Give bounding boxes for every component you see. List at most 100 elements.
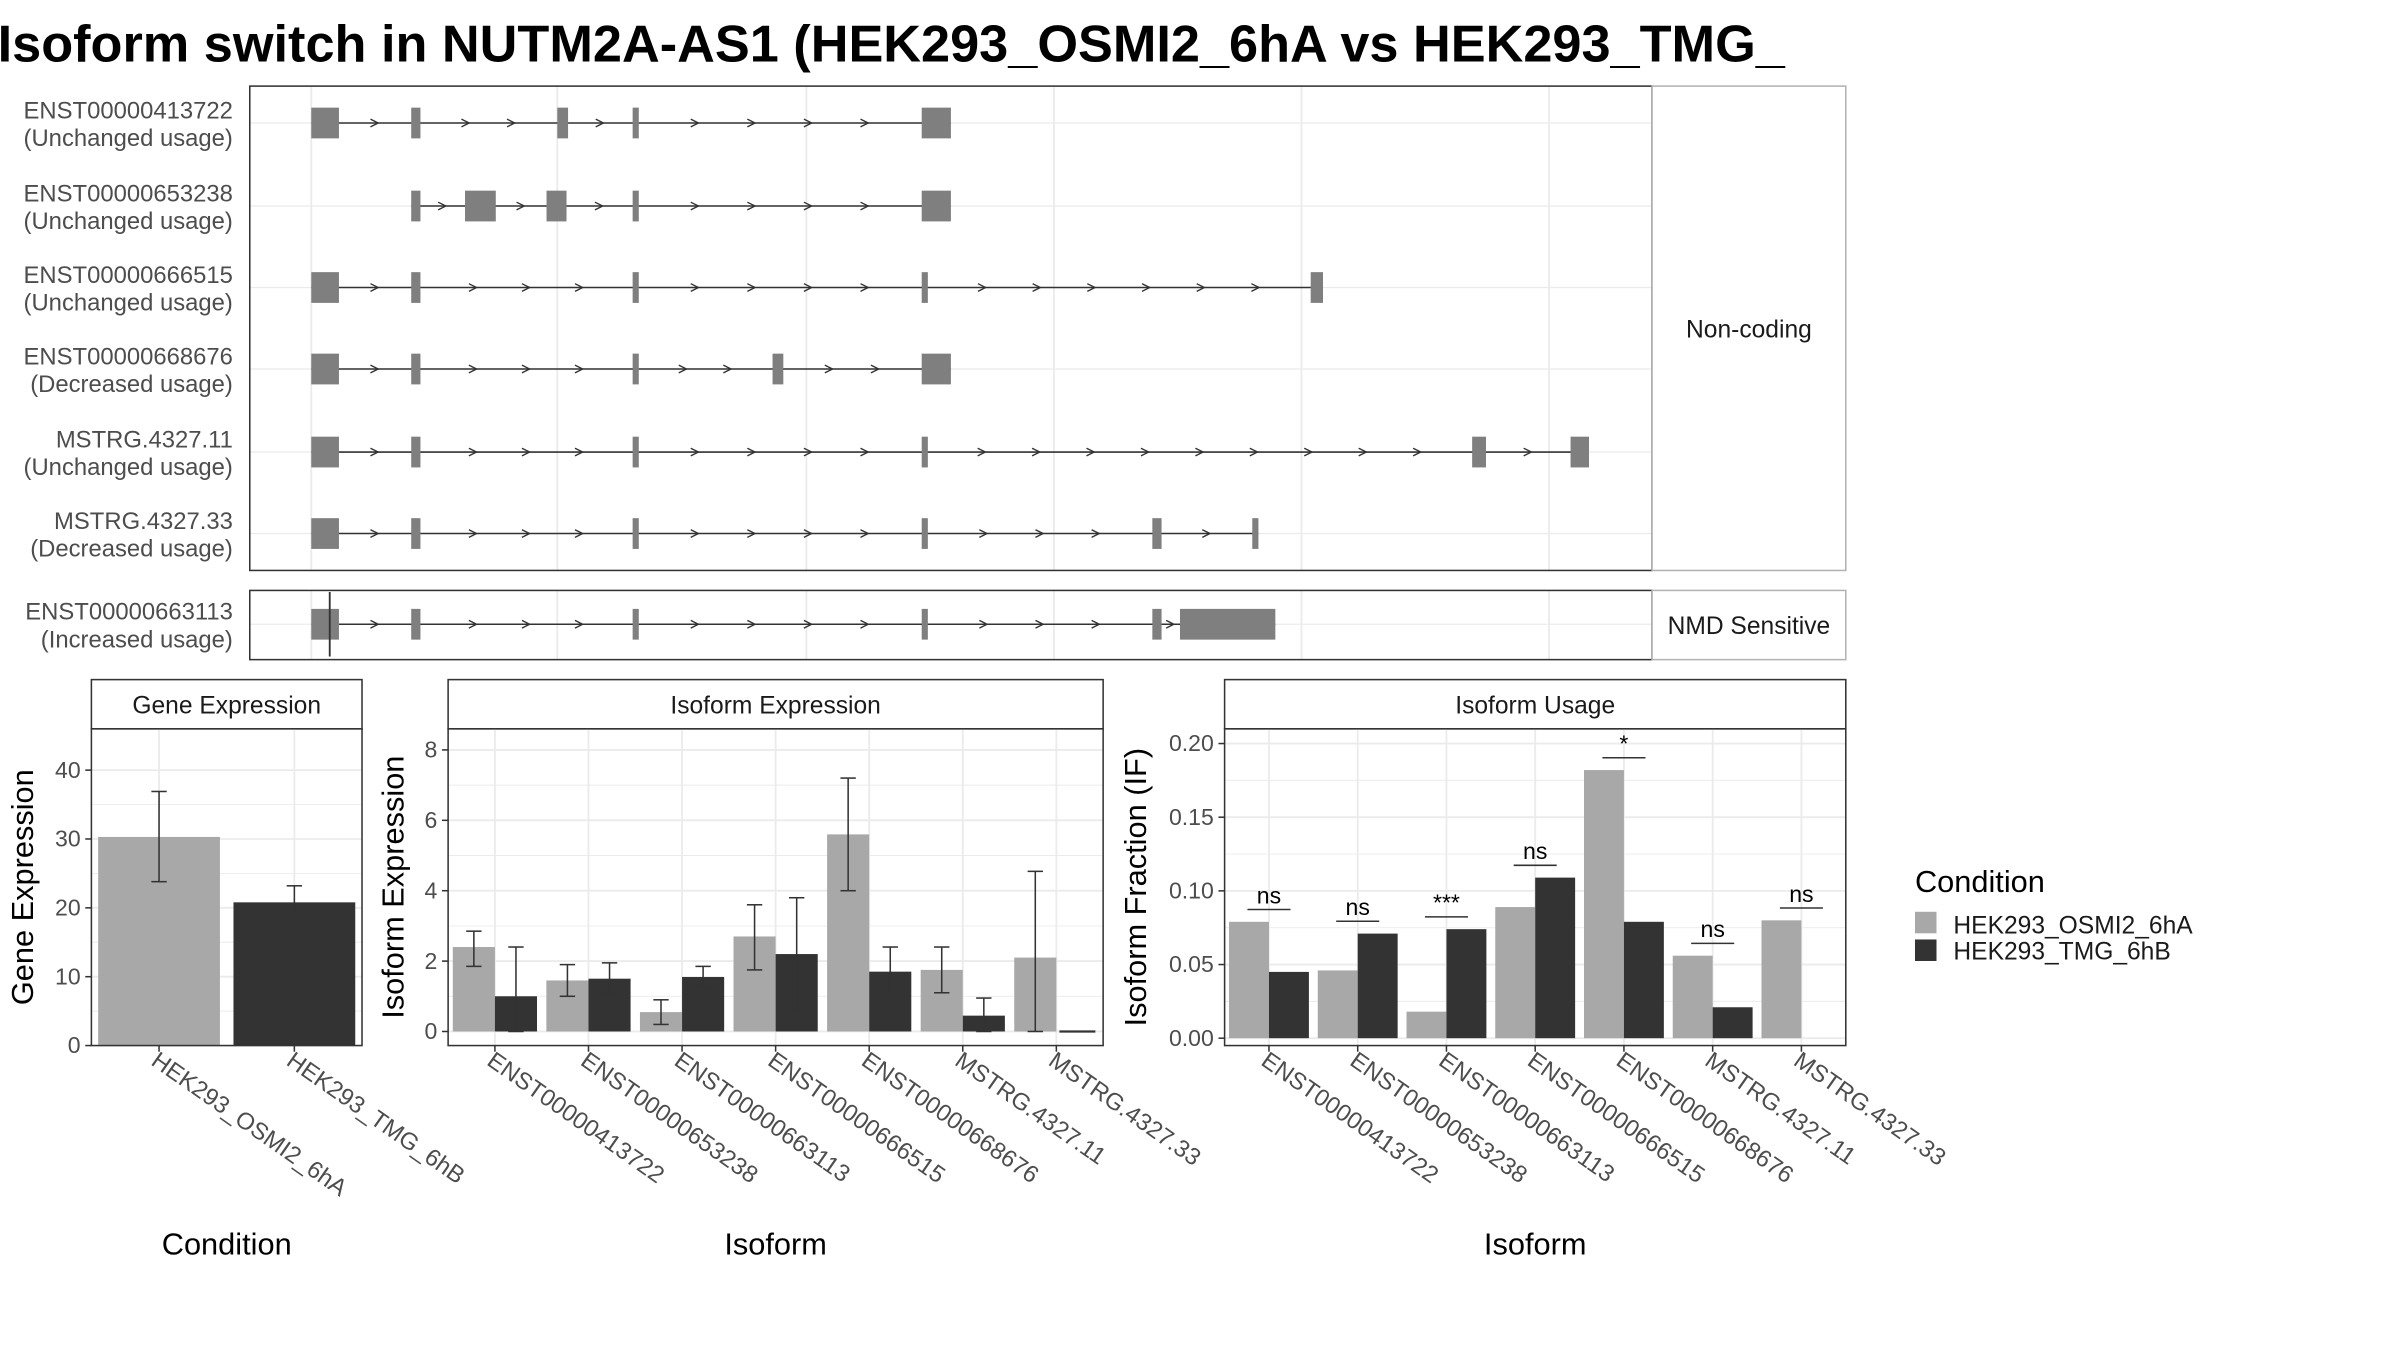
transcript-usage-label: (Decreased usage) — [30, 371, 233, 398]
strand-arrow — [468, 364, 479, 374]
panel-strip — [447, 678, 1104, 730]
y-tick-label: 0.05 — [1169, 951, 1214, 977]
exon-block — [921, 608, 928, 640]
strand-arrow — [690, 447, 700, 457]
strand-arrow — [370, 447, 380, 457]
exon-block — [1180, 608, 1276, 640]
strand-arrow — [370, 364, 380, 374]
data-bar — [1584, 770, 1624, 1039]
strand-arrow — [516, 201, 526, 211]
transcript-usage-label: (Unchanged usage) — [24, 125, 233, 152]
facet-label: NMD Sensitive — [1668, 613, 1831, 640]
data-bar — [1535, 877, 1576, 1039]
strand-arrow — [747, 529, 757, 539]
transcript-id-label: MSTRG.4327.33 — [54, 508, 233, 535]
panel-strip-label: Isoform Usage — [1455, 692, 1615, 719]
strand-arrow — [1523, 447, 1533, 457]
y-tick-label: 0 — [68, 1032, 81, 1058]
legend-swatch-cond1 — [1914, 911, 1937, 934]
strand-arrow — [860, 118, 870, 128]
y-tick-label: 0.20 — [1169, 730, 1214, 756]
strand-arrow — [1412, 447, 1423, 457]
strand-arrow — [824, 364, 835, 374]
y-tick-label: 0.00 — [1169, 1025, 1214, 1051]
exon-block — [311, 107, 339, 139]
strand-arrow — [574, 447, 585, 457]
y-axis-title: Gene Expression — [5, 769, 40, 1005]
transcript-id-label: ENST00000663113 — [25, 599, 233, 626]
strand-arrow — [1251, 283, 1261, 292]
significance-label: ns — [1346, 894, 1370, 920]
strand-arrow — [506, 118, 517, 128]
strand-arrow — [521, 447, 532, 457]
data-bar — [1495, 907, 1536, 1039]
transcript-id-label: ENST00000666515 — [24, 262, 233, 289]
data-bar — [1623, 921, 1664, 1039]
exon-block — [465, 190, 496, 222]
strand-arrow — [747, 447, 757, 457]
significance-label: ns — [1257, 882, 1281, 908]
exon-block — [1152, 518, 1162, 549]
facet-strip — [1651, 85, 1847, 572]
y-tick-label: 20 — [55, 895, 81, 921]
y-tick-label: 0 — [425, 1018, 438, 1044]
structure-plot-background — [249, 86, 1653, 571]
exon-block — [921, 518, 928, 549]
strand-arrow — [979, 529, 989, 539]
y-tick-label: 30 — [55, 826, 81, 852]
strand-arrow — [723, 364, 733, 374]
panel-strip — [1223, 678, 1847, 730]
exon-block — [632, 518, 639, 549]
significance-label: ns — [1701, 916, 1725, 942]
y-tick-label: 2 — [425, 948, 438, 974]
strand-arrow — [860, 201, 870, 211]
significance-label: * — [1619, 731, 1628, 757]
transcript-id-label: ENST00000413722 — [24, 97, 233, 124]
significance-label: ns — [1523, 838, 1547, 864]
strand-arrow — [803, 201, 814, 211]
legend-item-cond2: HEK293_TMG_6hB — [1953, 938, 2170, 965]
exon-block — [411, 107, 421, 139]
data-bar — [1672, 955, 1713, 1039]
exon-block — [411, 353, 421, 385]
transcript-usage-label: (Unchanged usage) — [24, 454, 233, 481]
exon-block — [546, 190, 567, 222]
strand-arrow — [977, 283, 988, 292]
strand-arrow — [803, 283, 814, 292]
x-tick-label: MSTRG.4327.33 — [1044, 1047, 1206, 1172]
transcript-usage-label: (Unchanged usage) — [24, 290, 233, 317]
y-tick-label: 0.10 — [1169, 878, 1214, 904]
strand-arrow — [803, 118, 814, 128]
exon-block — [632, 272, 639, 303]
strand-arrow — [1195, 447, 1205, 457]
transcript-usage-label: (Unchanged usage) — [24, 208, 233, 235]
strand-arrow — [1087, 283, 1097, 292]
strand-arrow — [977, 447, 987, 457]
legend: Condition HEK293_OSMI2_6hA HEK293_TMG_6h… — [1914, 864, 2193, 965]
data-bar — [1229, 921, 1269, 1039]
panel-strip-label: Gene Expression — [132, 692, 321, 719]
data-bar — [1406, 1011, 1447, 1039]
exon-block — [921, 272, 928, 303]
x-axis-title: Isoform — [1484, 1227, 1587, 1262]
figure-title: Isoform switch in NUTM2A-AS1 (HEK293_OSM… — [0, 16, 1786, 74]
strand-arrow — [690, 619, 700, 629]
transcript-usage-label: (Decreased usage) — [30, 536, 233, 563]
strand-arrow — [678, 364, 688, 374]
strand-arrow — [370, 283, 380, 292]
legend-swatch-cond2 — [1914, 939, 1937, 961]
strand-arrow — [860, 447, 870, 457]
exon-block — [921, 436, 928, 468]
exon-block — [311, 272, 339, 303]
strand-arrow — [595, 118, 605, 128]
strand-arrow — [574, 619, 585, 629]
strand-arrow — [370, 529, 380, 539]
exon-block — [632, 353, 639, 385]
strand-arrow — [370, 619, 380, 629]
strand-arrow — [1086, 447, 1096, 457]
transcript-id-label: ENST00000653238 — [24, 180, 233, 207]
exon-block — [411, 272, 421, 303]
